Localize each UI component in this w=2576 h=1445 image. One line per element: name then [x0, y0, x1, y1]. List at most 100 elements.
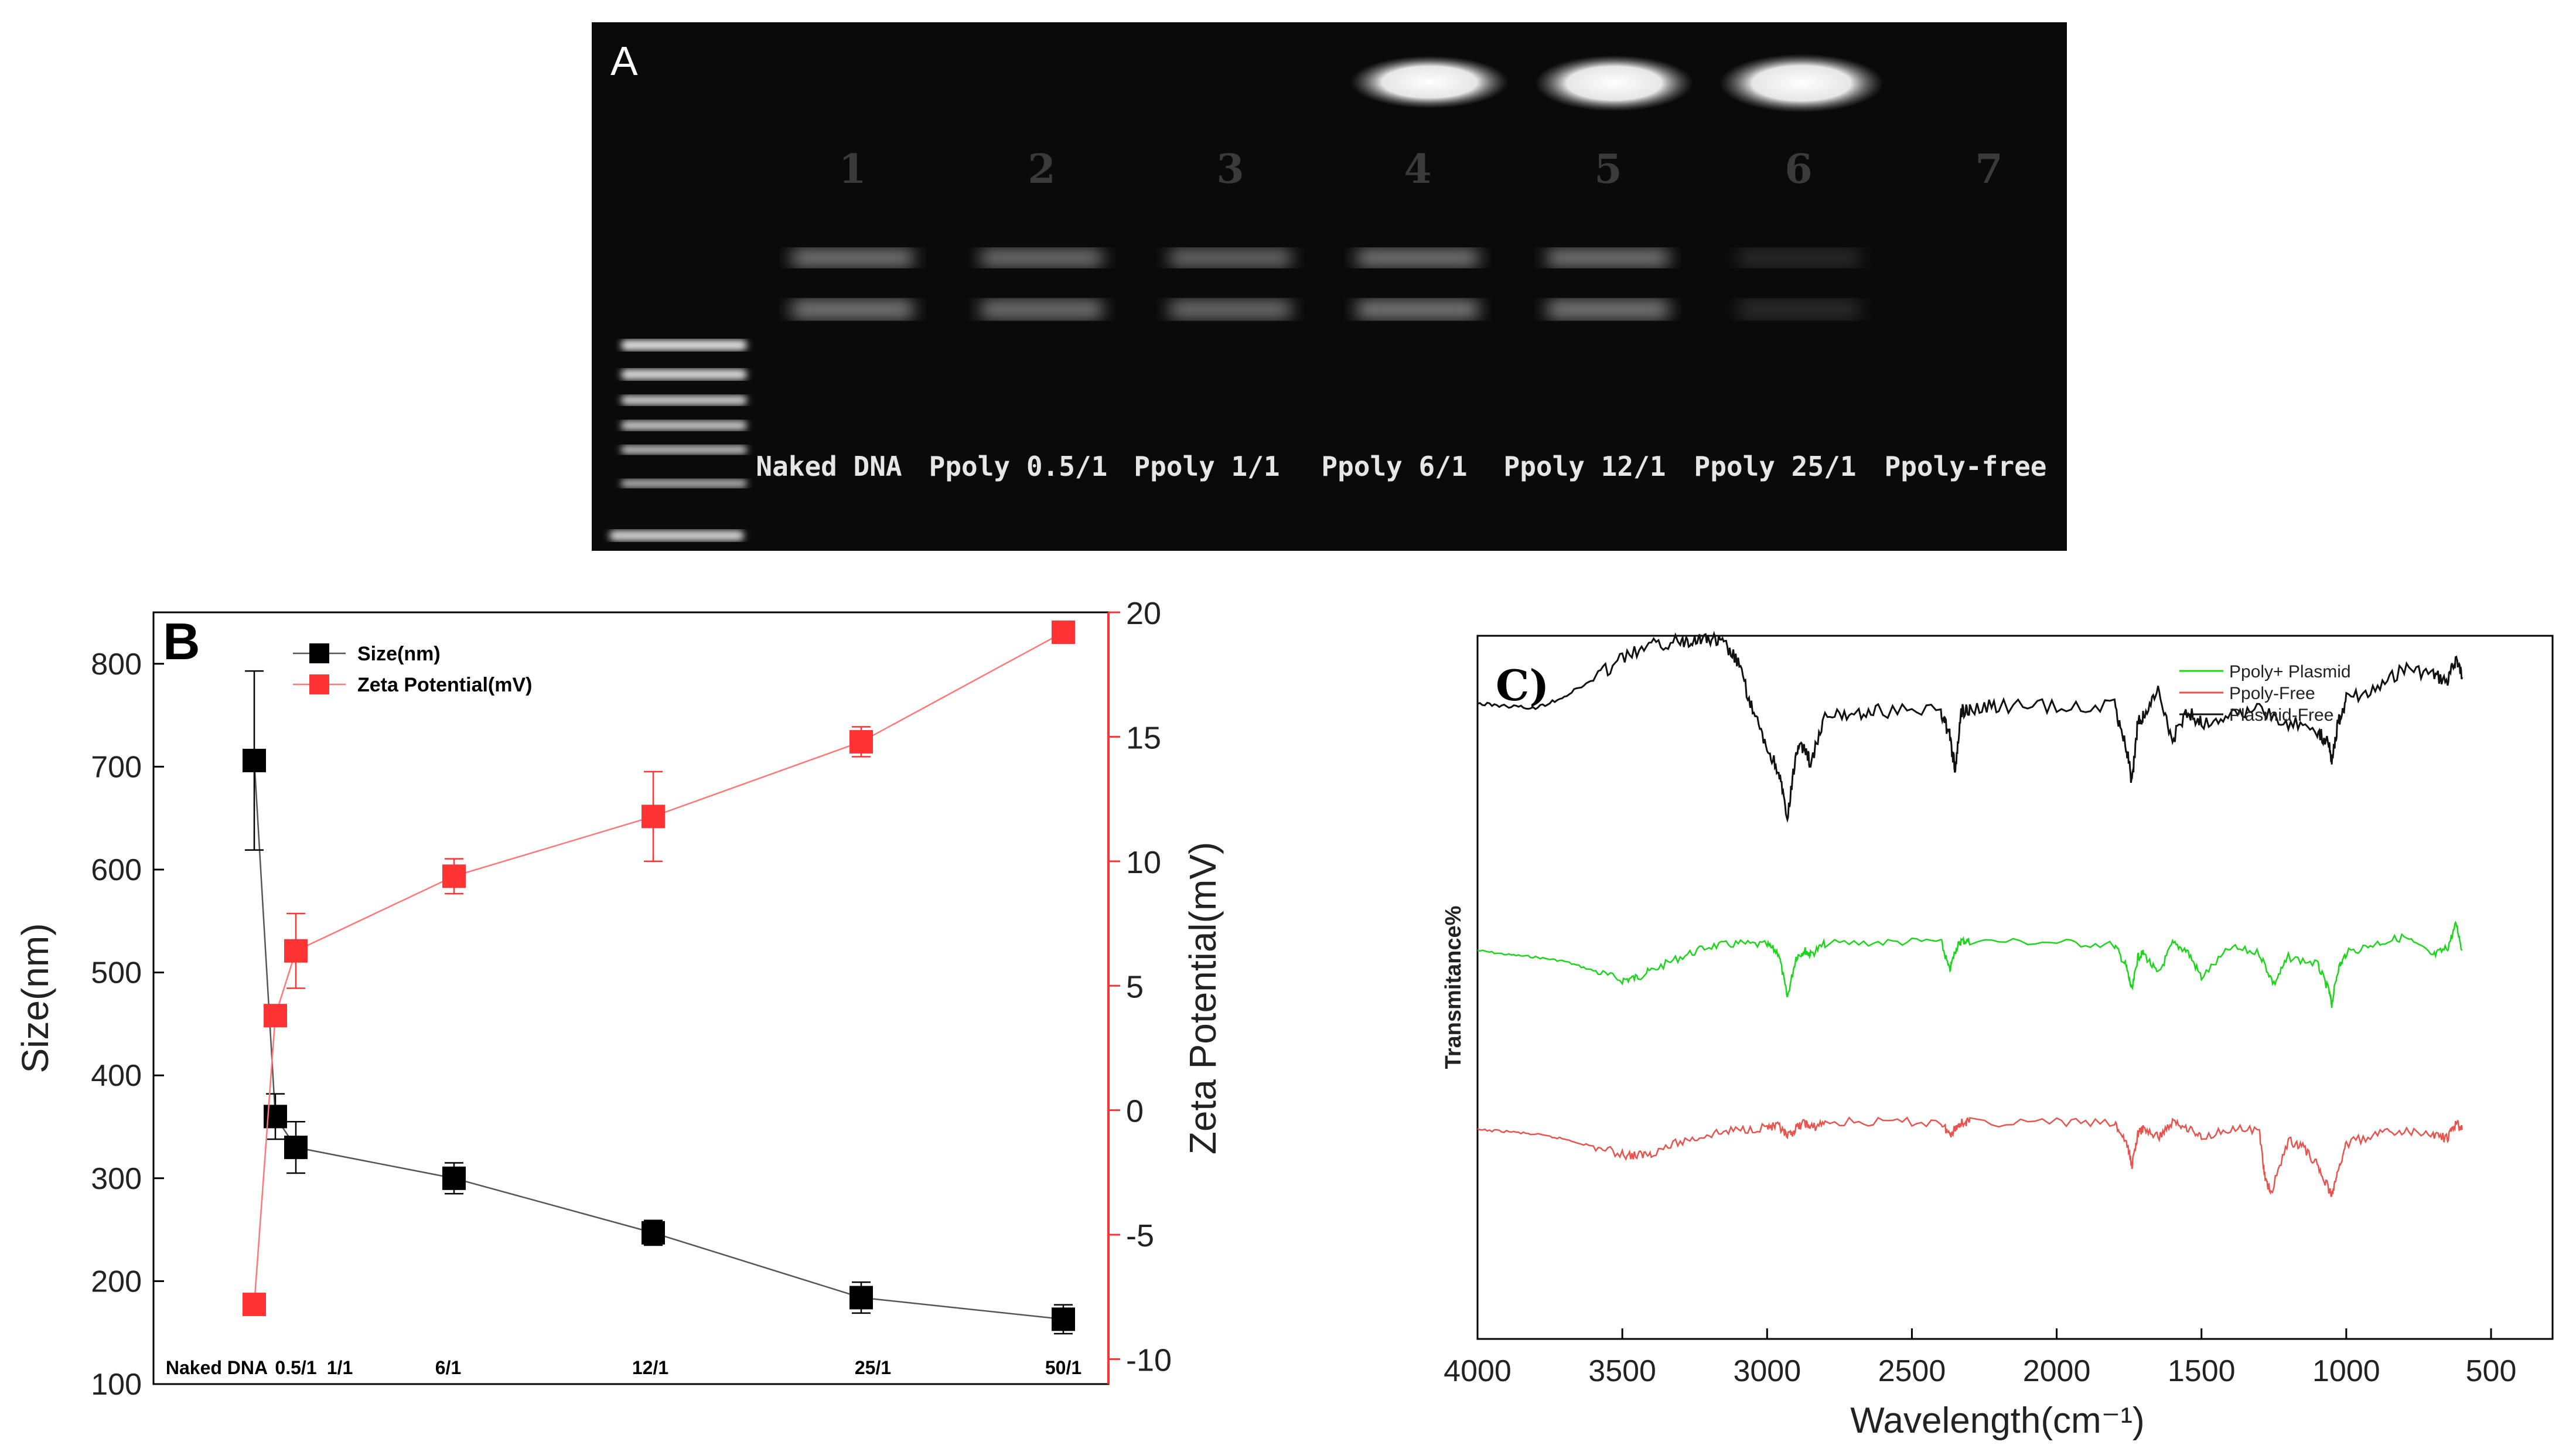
- panel-c-frame: [1476, 635, 2554, 1340]
- left-tick-label: 300: [91, 1162, 142, 1196]
- right-tick-label: 0: [1126, 1094, 1144, 1129]
- lane-label-1: Naked DNA: [756, 451, 902, 482]
- lane-label-4: Ppoly 6/1: [1321, 451, 1467, 482]
- category-label: 1/1: [327, 1357, 353, 1378]
- data-marker-size: [849, 1286, 873, 1310]
- right-tick-label: -5: [1126, 1218, 1154, 1253]
- right-axis-title: Zeta Potential(mV): [1182, 842, 1224, 1155]
- legend-label: Plasmid-Free: [2229, 706, 2333, 725]
- y-axis-title: Transmitance%: [1441, 906, 1466, 1069]
- lane-label-3: Ppoly 1/1: [1134, 451, 1280, 482]
- left-axis-title: Size(nm): [14, 923, 56, 1073]
- ladder-band: [621, 369, 747, 380]
- panel-b-frame: [152, 611, 1110, 1385]
- lane-number-3: 3: [1216, 146, 1244, 193]
- data-marker-zeta: [243, 1293, 266, 1317]
- x-tick-label: 3000: [1733, 1354, 1801, 1388]
- right-tick-label: 15: [1126, 720, 1161, 755]
- lane-number-5: 5: [1594, 146, 1622, 193]
- series-line-zeta: [253, 631, 1064, 1305]
- panel-c-label: C): [1496, 660, 1549, 710]
- category-label: 50/1: [1045, 1357, 1081, 1378]
- legend-label: Ppoly+ Plasmid: [2229, 662, 2351, 681]
- left-tick-label: 500: [91, 956, 142, 990]
- legend-label: Zeta Potential(mV): [357, 674, 532, 696]
- dna-band-upper-lane-2: [980, 249, 1103, 267]
- lane-number-7: 7: [1975, 146, 2002, 193]
- ladder-band: [621, 445, 747, 454]
- data-marker-zeta: [642, 805, 665, 829]
- dna-band-lower-lane-1: [791, 300, 914, 319]
- panel-a-gel: A 1 Naked DNA 2 Ppoly 0.5/1 3 Ppoly 1/1 4 Ppoly…: [592, 22, 2067, 551]
- lane-label-5: Ppoly 12/1: [1504, 451, 1666, 482]
- panel-c-chart: C) 4000 3500 3000 2500 2000 1500 1000 500 Wavele…: [1441, 631, 2554, 1441]
- x-axis-title: Wavelength(cm⁻¹): [1850, 1400, 2144, 1441]
- right-tick-label: 20: [1126, 596, 1161, 631]
- left-tick-label: 400: [91, 1059, 142, 1093]
- category-label: 25/1: [855, 1357, 891, 1378]
- left-tick-label: 800: [91, 647, 142, 681]
- panel-b-label: B: [163, 612, 200, 670]
- dna-band-lower-lane-5: [1547, 300, 1670, 319]
- category-label: 12/1: [632, 1357, 668, 1378]
- left-tick-label: 200: [91, 1265, 142, 1299]
- ladder-band: [621, 396, 747, 405]
- data-marker-zeta: [1052, 620, 1075, 644]
- legend-marker: [309, 674, 329, 694]
- x-tick-label: 2500: [1878, 1354, 1946, 1388]
- ladder-band: [609, 530, 744, 541]
- data-marker-size: [642, 1221, 665, 1245]
- left-tick-label: 100: [91, 1368, 142, 1402]
- x-tick-label: 4000: [1444, 1354, 1512, 1388]
- lane-number-4: 4: [1404, 146, 1431, 193]
- dna-band-upper-lane-4: [1356, 249, 1479, 267]
- ladder-band: [621, 340, 747, 350]
- x-tick-label: 3500: [1588, 1354, 1656, 1388]
- x-tick-label: 1000: [2312, 1354, 2380, 1388]
- data-marker-zeta: [849, 730, 873, 754]
- panel-b-chart: B 100200300400500600700800Size(nm)-10-50…: [14, 596, 1224, 1402]
- legend-label: Ppoly-Free: [2229, 684, 2315, 703]
- x-tick-label: 500: [2466, 1354, 2517, 1388]
- x-tick-label: 1500: [2168, 1354, 2236, 1388]
- gel-lanes: 1 Naked DNA 2 Ppoly 0.5/1 3 Ppoly 1/1 4 Ppoly 6…: [756, 146, 2046, 482]
- dna-band-lower-lane-4: [1356, 300, 1479, 319]
- left-tick-label: 600: [91, 853, 142, 887]
- well-glow-lane-5: [1535, 55, 1693, 111]
- well-glow-lane-6: [1719, 54, 1884, 113]
- left-tick-label: 700: [91, 750, 142, 784]
- spectrum-line-2: [1477, 1116, 2463, 1197]
- gel-wells: [1350, 54, 1884, 113]
- data-marker-size: [284, 1136, 308, 1160]
- panel-a-label: A: [610, 38, 638, 84]
- spectrum-line-3: [1477, 631, 2464, 823]
- lane-number-1: 1: [838, 146, 866, 193]
- x-tick-label: 2000: [2023, 1354, 2091, 1388]
- well-glow-lane-4: [1350, 56, 1509, 108]
- right-tick-label: 10: [1126, 845, 1161, 880]
- ladder-bands: [609, 340, 747, 541]
- dna-band-lower-lane-6: [1737, 300, 1860, 319]
- legend-marker: [309, 643, 329, 663]
- data-marker-size: [442, 1166, 466, 1190]
- dna-band-upper-lane-3: [1169, 249, 1292, 267]
- data-marker-zeta: [264, 1004, 287, 1028]
- data-marker-zeta: [284, 939, 308, 963]
- spectrum-line-1: [1477, 921, 2463, 1008]
- dna-band-lower-lane-2: [980, 300, 1103, 319]
- lane-number-2: 2: [1028, 146, 1055, 193]
- category-label: 6/1: [435, 1357, 461, 1378]
- legend-label: Size(nm): [357, 643, 441, 665]
- lane-label-6: Ppoly 25/1: [1694, 451, 1857, 482]
- data-marker-zeta: [442, 864, 466, 888]
- ladder-band: [621, 479, 747, 488]
- dna-band-upper-lane-6: [1737, 249, 1860, 267]
- ladder-band: [621, 421, 747, 430]
- dna-band-lower-lane-3: [1169, 300, 1292, 319]
- panel-b-content: 100 200 300 400 500 600 700 800 Size(nm) -10 -5 0 5 1…: [14, 596, 1224, 1402]
- lane-number-6: 6: [1785, 146, 1812, 193]
- lane-label-2: Ppoly 0.5/1: [929, 451, 1108, 482]
- panel-c-content: 4000 3500 3000 2500 2000 1500 1000 500 Wavelengt…: [1441, 631, 2517, 1441]
- lane-label-7: Ppoly-free: [1885, 451, 2047, 482]
